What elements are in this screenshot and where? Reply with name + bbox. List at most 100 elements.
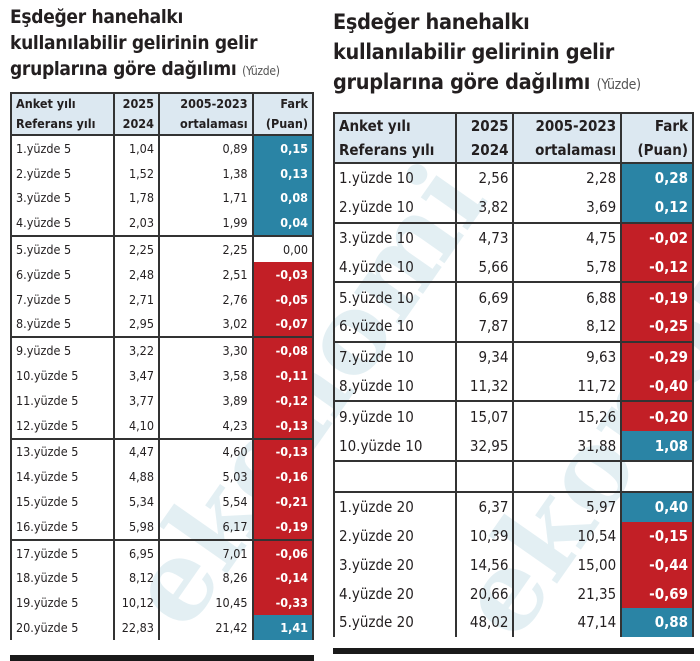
difference-points: 0,15 — [251, 135, 313, 161]
average-2005-2023: 4,23 — [157, 412, 253, 439]
difference-points: -0,08 — [251, 336, 313, 364]
column-header-line: 2025 — [470, 117, 509, 135]
difference-points: 0,08 — [251, 185, 313, 211]
average-2005-2023: 7,01 — [157, 538, 253, 566]
average-2005-2023: 5,97 — [512, 490, 622, 522]
table-row: 19.yüzde 5 10,12 10,45 -0,33 — [11, 590, 313, 616]
group-label: 9.yüzde 10 — [334, 400, 457, 432]
difference-points: 0,28 — [620, 163, 693, 193]
difference-points: -0,15 — [620, 521, 693, 551]
value-2025: 3,47 — [112, 363, 159, 388]
column-header: Fark (Puan) — [251, 92, 313, 136]
average-2005-2023: 47,14 — [512, 607, 622, 637]
average-2005-2023: 8,26 — [157, 565, 253, 591]
panel-title: Eşdeğer hanehalkı kullanılabilir gelirin… — [10, 4, 314, 92]
group-label: 6.yüzde 5 — [16, 266, 72, 282]
column-header: Anket yılı Referans yılı — [11, 92, 114, 136]
average-2005-2023: 6,88 — [512, 281, 622, 312]
value-2025: 20,66 — [455, 579, 514, 608]
table-row: 5.yüzde 10 6,69 6,88 -0,19 — [334, 281, 693, 312]
value-2025: 2,56 — [455, 163, 514, 193]
title-line: kullanılabilir gelirinin gelir — [10, 32, 258, 54]
difference-points: 0,04 — [251, 210, 313, 237]
value-2025: 6,69 — [455, 281, 514, 312]
difference-points: 0,12 — [620, 192, 693, 223]
value-2025: 22,83 — [112, 615, 159, 640]
column-header-line: 2005-2023 — [535, 117, 617, 135]
average-2005-2023: 21,42 — [157, 615, 253, 640]
average-2005-2023: 15,26 — [512, 400, 622, 432]
column-header-line: Fark — [280, 96, 308, 111]
difference-points: 0,00 — [251, 235, 313, 262]
empty-cell — [334, 459, 457, 492]
difference-points: -0,19 — [251, 513, 313, 540]
difference-points: -0,69 — [620, 579, 693, 608]
column-header: 2025 2024 — [112, 92, 159, 136]
value-2025: 32,95 — [455, 431, 514, 461]
table-row: 7.yüzde 5 2,71 2,76 -0,05 — [11, 286, 313, 312]
table-row: 1.yüzde 10 2,56 2,28 0,28 — [334, 163, 693, 193]
table-row: 17.yüzde 5 6,95 7,01 -0,06 — [11, 538, 313, 566]
column-header-line: Referans yılı — [16, 116, 96, 131]
average-2005-2023: 5,54 — [157, 489, 253, 514]
value-2025: 2,95 — [112, 311, 159, 338]
average-2005-2023: 5,78 — [512, 252, 622, 283]
value-2025: 2,48 — [112, 261, 159, 287]
value-2025: 9,34 — [455, 340, 514, 372]
average-2005-2023: 6,17 — [157, 513, 253, 540]
group-label: 3.yüzde 10 — [334, 221, 457, 253]
table-row: 18.yüzde 5 8,12 8,26 -0,14 — [11, 565, 313, 591]
average-2005-2023: 2,51 — [157, 261, 253, 287]
column-header-line: Referans yılı — [339, 141, 435, 159]
difference-points: -0,14 — [251, 565, 313, 591]
value-2025: 2,71 — [112, 286, 159, 312]
group-label: 1.yüzde 10 — [339, 169, 414, 188]
table-row: 10.yüzde 5 3,47 3,58 -0,11 — [11, 363, 313, 388]
table-row: 13.yüzde 5 4,47 4,60 -0,13 — [11, 437, 313, 465]
group-label: 18.yüzde 5 — [16, 570, 79, 586]
group-label: 3.yüzde 5 — [16, 190, 72, 206]
table-row: 8.yüzde 10 11,32 11,72 -0,40 — [334, 371, 693, 402]
table-row: 20.yüzde 5 22,83 21,42 1,41 — [11, 615, 313, 640]
difference-points: -0,29 — [620, 340, 693, 372]
value-2025: 15,07 — [455, 400, 514, 432]
table-row: 5.yüzde 20 48,02 47,14 0,88 — [334, 607, 693, 637]
table-panel-ventiles: Eşdeğer hanehalkı kullanılabilir gelirin… — [10, 4, 314, 661]
value-2025: 4,73 — [455, 221, 514, 253]
income-table-ventiles: Anket yılı Referans yılı 2025 2024 2005-2023… — [10, 92, 314, 640]
value-2025: 4,47 — [112, 437, 159, 465]
value-2025: 5,34 — [112, 489, 159, 514]
average-2005-2023: 8,12 — [512, 311, 622, 342]
table-row: 10.yüzde 10 32,95 31,88 1,08 — [334, 431, 693, 461]
group-label: 10.yüzde 5 — [16, 368, 79, 384]
table-row: 3.yüzde 5 1,78 1,71 0,08 — [11, 185, 313, 211]
difference-points: 1,08 — [620, 431, 693, 461]
group-label: 11.yüzde 5 — [16, 392, 79, 408]
table-row: 16.yüzde 5 5,98 6,17 -0,19 — [11, 513, 313, 540]
group-label: 15.yüzde 5 — [16, 494, 79, 510]
difference-points: -0,44 — [620, 550, 693, 580]
group-label: 2.yüzde 20 — [339, 526, 414, 545]
column-header: Fark (Puan) — [620, 112, 693, 164]
average-2005-2023: 3,30 — [157, 336, 253, 364]
column-header-line: (Puan) — [265, 116, 308, 131]
column-header-line: 2025 — [122, 96, 154, 111]
income-table-deciles: Anket yılı Referans yılı 2025 2024 2005-2023… — [333, 112, 694, 637]
average-2005-2023: 4,60 — [157, 437, 253, 465]
group-label: 4.yüzde 10 — [339, 257, 414, 276]
group-label: 14.yüzde 5 — [16, 469, 79, 485]
difference-points: -0,13 — [251, 437, 313, 465]
panel-title: Eşdeğer hanehalkı kullanılabilir gelirin… — [333, 8, 694, 112]
value-2025: 3,22 — [112, 336, 159, 364]
table-row: 8.yüzde 5 2,95 3,02 -0,07 — [11, 311, 313, 338]
column-header-line: ortalaması — [535, 141, 617, 159]
difference-points: -0,12 — [251, 387, 313, 413]
average-2005-2023: 15,00 — [512, 550, 622, 580]
bottom-bar — [333, 648, 694, 654]
difference-points: -0,20 — [620, 400, 693, 432]
value-2025: 3,77 — [112, 387, 159, 413]
table-row: 3.yüzde 10 4,73 4,75 -0,02 — [334, 221, 693, 253]
table-header: Anket yılı Referans yılı 2025 2024 2005-2023… — [334, 112, 693, 164]
table-row: 14.yüzde 5 4,88 5,03 -0,16 — [11, 464, 313, 490]
value-2025: 3,82 — [455, 192, 514, 223]
